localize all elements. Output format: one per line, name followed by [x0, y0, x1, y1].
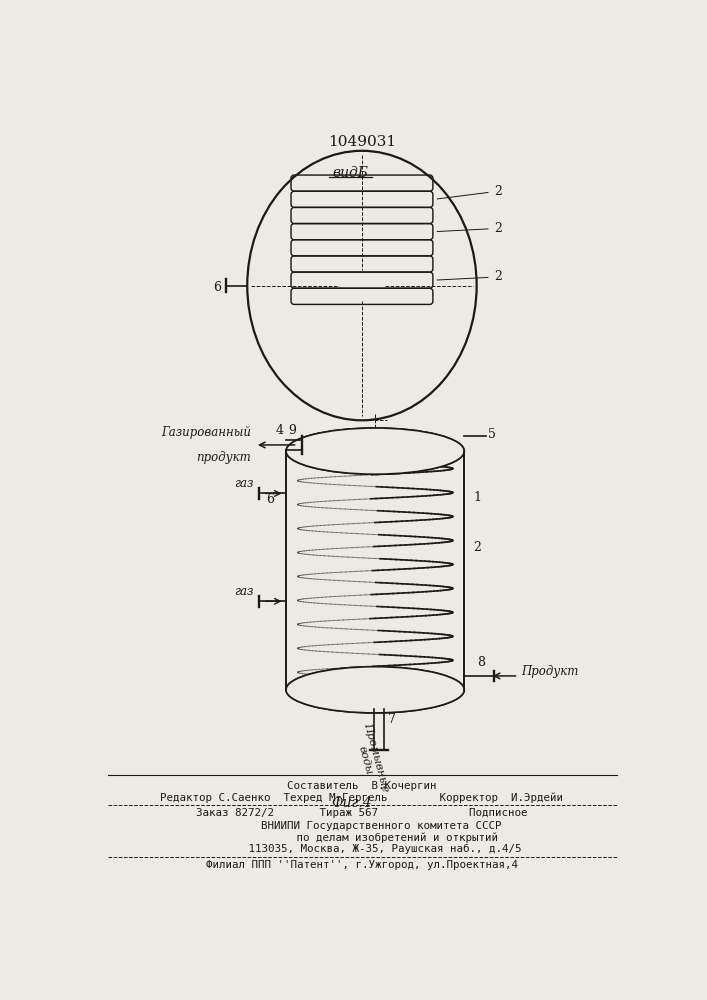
- Text: 2: 2: [437, 270, 501, 283]
- Text: Газированный: Газированный: [161, 426, 251, 439]
- Ellipse shape: [286, 428, 464, 474]
- Text: 1049031: 1049031: [328, 135, 396, 149]
- Ellipse shape: [286, 667, 464, 713]
- Text: Филиал ППП ''Патент'', г.Ужгород, ул.Проектная,4: Филиал ППП ''Патент'', г.Ужгород, ул.Про…: [206, 860, 518, 870]
- Ellipse shape: [286, 428, 464, 474]
- Text: 5: 5: [392, 688, 400, 700]
- Text: 5: 5: [488, 428, 496, 441]
- Text: 2: 2: [474, 541, 481, 554]
- Text: газ: газ: [234, 585, 253, 598]
- Text: 7: 7: [388, 713, 396, 726]
- Text: Промывные
воды: Промывные воды: [351, 722, 390, 796]
- Text: газ: газ: [234, 477, 253, 490]
- Text: 4: 4: [276, 424, 284, 437]
- Text: 2: 2: [437, 185, 501, 199]
- Text: Фиг.4: Фиг.4: [332, 796, 372, 810]
- Text: 113035, Москва, Ж-35, Раушская наб., д.4/5: 113035, Москва, Ж-35, Раушская наб., д.4…: [203, 844, 521, 854]
- Text: 2: 2: [437, 222, 501, 235]
- Text: Фиг.3: Фиг.3: [341, 440, 382, 454]
- Text: 9: 9: [288, 424, 296, 437]
- Text: продукт: продукт: [197, 451, 251, 464]
- Text: Продукт: Продукт: [521, 665, 578, 678]
- Text: Редактор С.Саенко  Техред М.Гергель        Корректор  И.Эрдейи: Редактор С.Саенко Техред М.Гергель Корре…: [160, 792, 563, 803]
- Text: Составитель  В.Кочергин: Составитель В.Кочергин: [287, 781, 437, 791]
- Text: 1: 1: [474, 491, 481, 504]
- Text: ВНИИПИ Государственного комитета СССР: ВНИИПИ Государственного комитета СССР: [222, 821, 502, 831]
- Text: 6: 6: [213, 281, 221, 294]
- Text: 6: 6: [267, 493, 274, 506]
- Text: видБ: видБ: [332, 166, 368, 180]
- Text: по делам изобретений и открытий: по делам изобретений и открытий: [226, 832, 498, 843]
- Text: Заказ 8272/2       Тираж 567              Подписное: Заказ 8272/2 Тираж 567 Подписное: [197, 808, 527, 818]
- Ellipse shape: [286, 667, 464, 713]
- Text: 8: 8: [477, 656, 485, 669]
